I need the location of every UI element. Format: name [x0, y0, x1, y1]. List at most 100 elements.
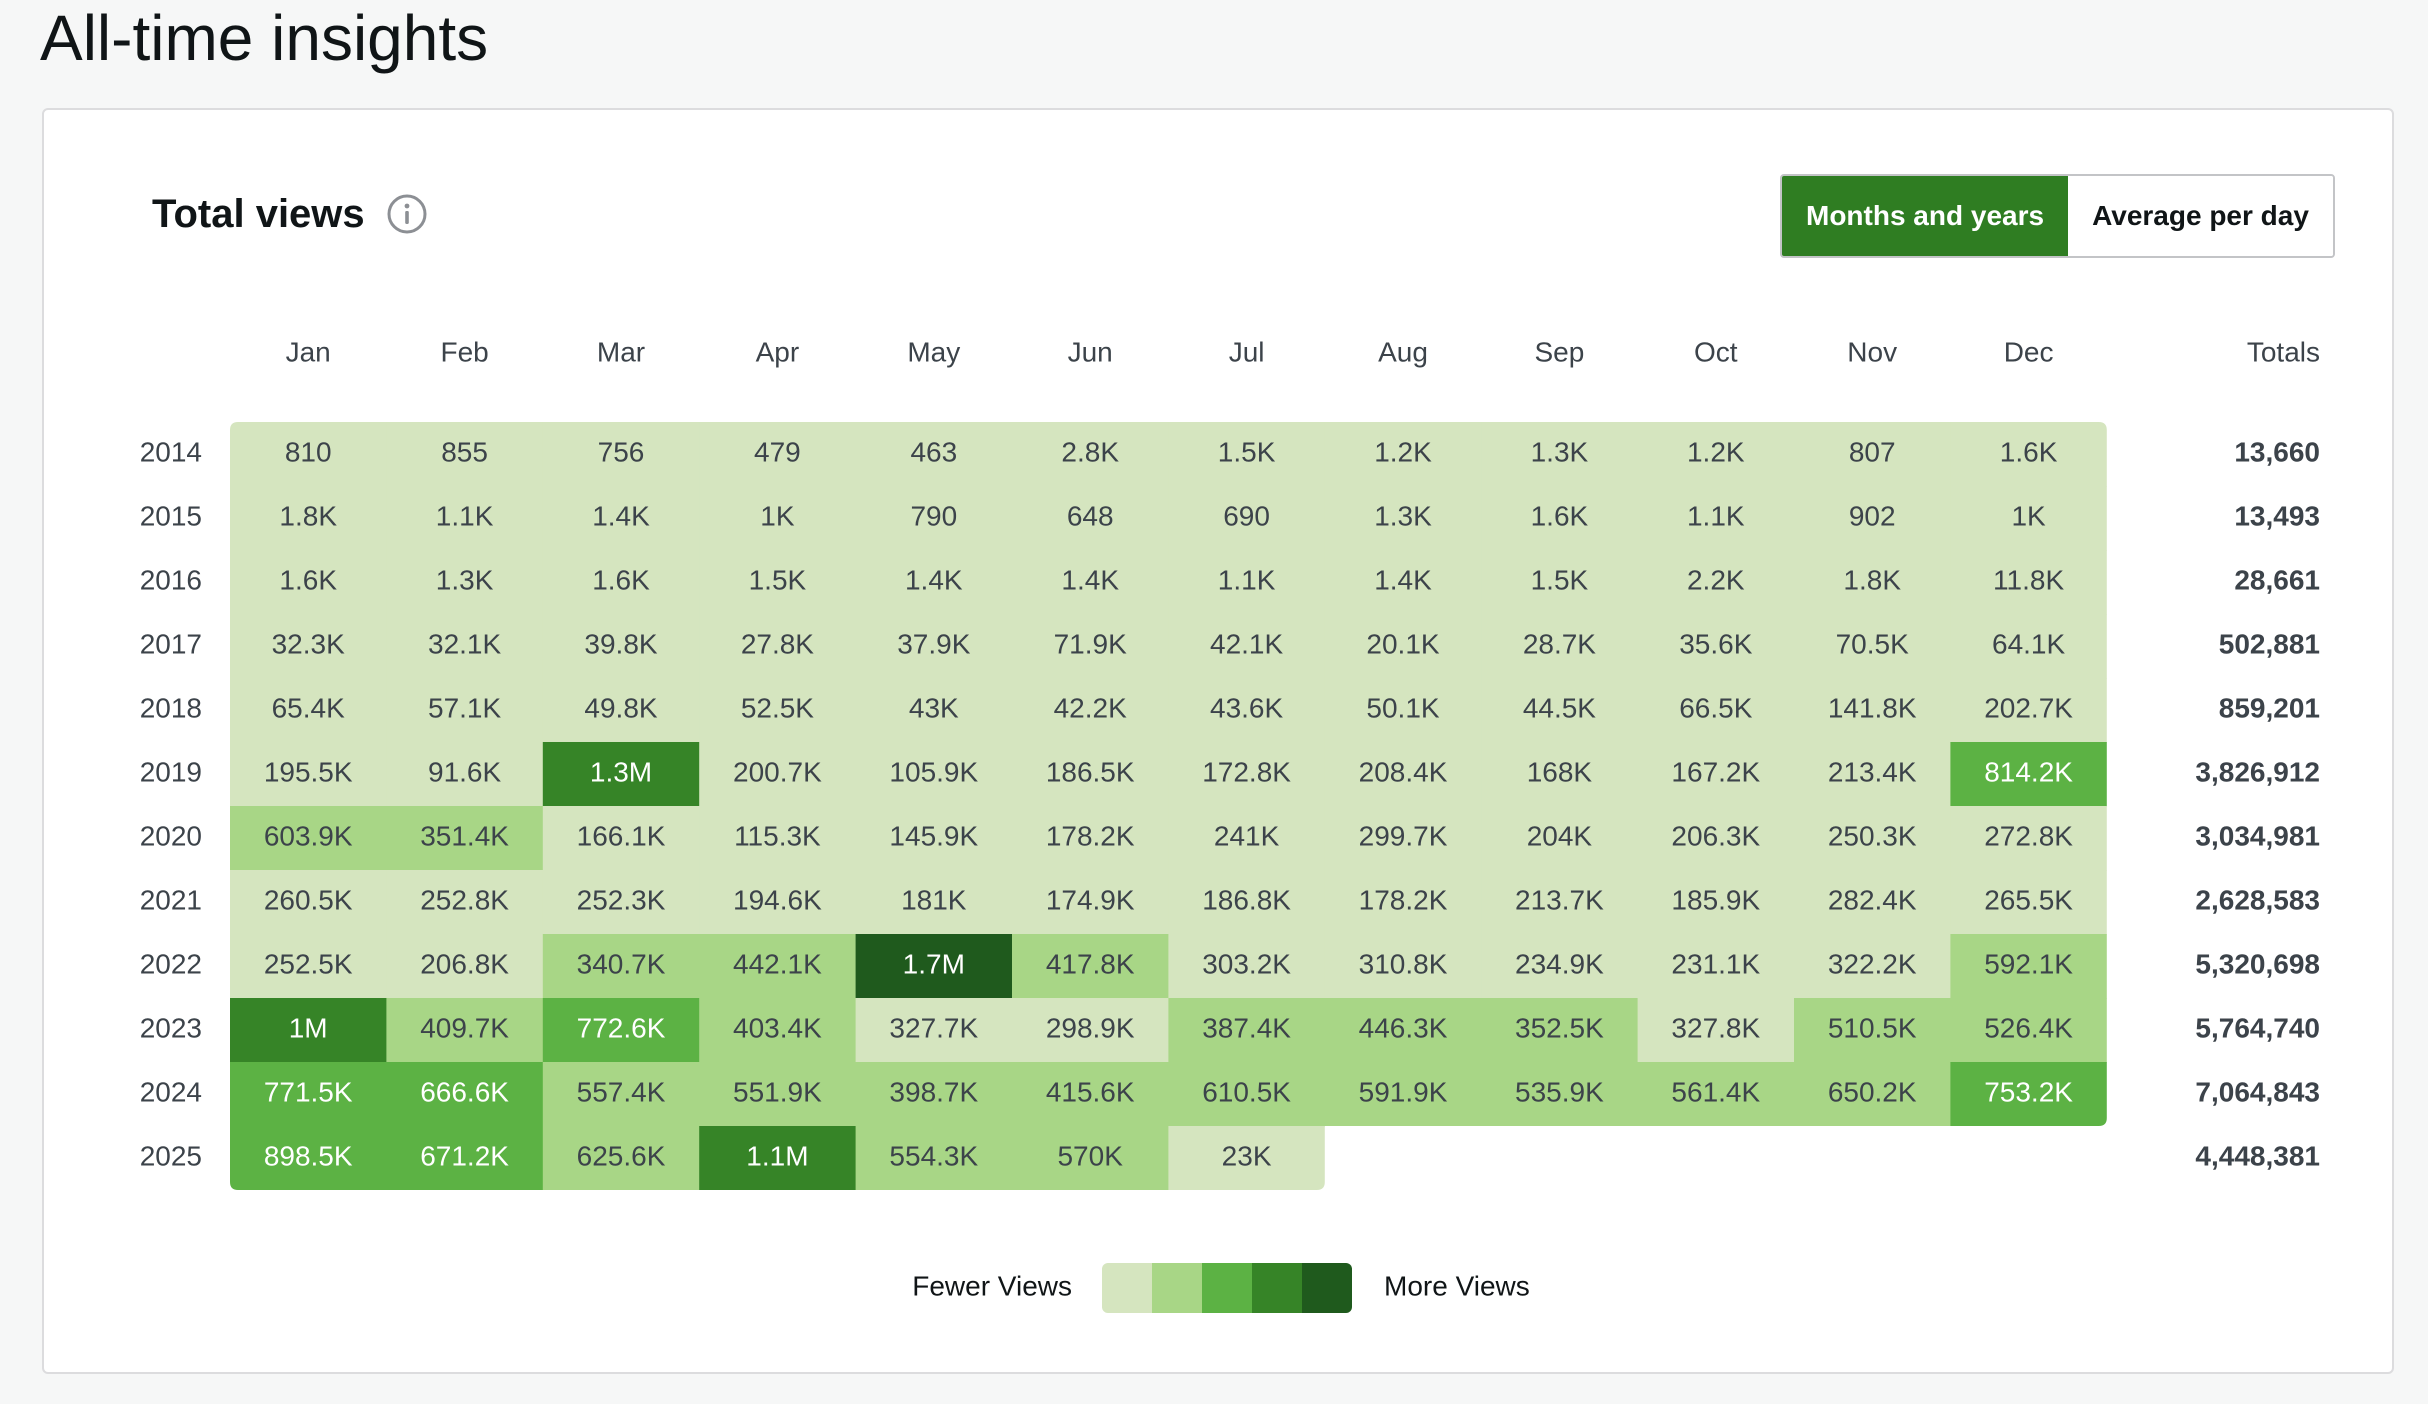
cell-value: 403.4K [733, 1012, 822, 1043]
heatmap-cell [1637, 486, 1795, 551]
cell-value: 772.6K [577, 1012, 666, 1043]
cell-value: 902 [1849, 500, 1896, 531]
cell-value: 141.8K [1828, 692, 1917, 723]
average-per-day-button[interactable]: Average per day [2068, 176, 2333, 256]
heatmap-cell [855, 1126, 1013, 1190]
row-total: 28,661 [2234, 564, 2320, 595]
heatmap-cell [1324, 614, 1482, 679]
year-label: 2017 [140, 628, 202, 659]
heatmap-cell [1637, 550, 1795, 615]
cell-value: 298.9K [1046, 1012, 1135, 1043]
legend-low-label: Fewer Views [912, 1270, 1072, 1301]
heatmap-cell [699, 422, 857, 487]
heatmap-cell [1481, 614, 1639, 679]
row-total: 13,493 [2234, 500, 2320, 531]
heatmap-cell [1950, 678, 2107, 743]
heatmap-grid [230, 422, 2107, 1190]
heatmap-cell [386, 934, 544, 999]
cell-value: 52.5K [741, 692, 814, 723]
cell-value: 442.1K [733, 948, 822, 979]
heatmap-cell [855, 422, 1013, 487]
cell-value: 1.7M [903, 948, 965, 979]
heatmap-cell [542, 678, 700, 743]
heatmap-cell [1637, 806, 1795, 871]
heatmap-cell [1168, 614, 1326, 679]
legend-swatch [1252, 1263, 1303, 1313]
cell-value: 610.5K [1202, 1076, 1291, 1107]
cell-value: 208.4K [1359, 756, 1448, 787]
legend-swatch [1152, 1263, 1203, 1313]
cell-value: 213.4K [1828, 756, 1917, 787]
cell-value: 753.2K [1984, 1076, 2073, 1107]
cell-value: 241K [1214, 820, 1280, 851]
cell-value: 252.5K [264, 948, 353, 979]
cell-value: 174.9K [1046, 884, 1135, 915]
cell-value: 1.8K [279, 500, 337, 531]
heatmap-cell [1012, 742, 1169, 807]
month-header: Oct [1694, 336, 1738, 367]
year-label: 2014 [140, 436, 202, 467]
heatmap-cell [1012, 486, 1169, 551]
heatmap-cell [542, 806, 700, 871]
month-header: Aug [1378, 336, 1428, 367]
heatmap-cell [1794, 486, 1951, 551]
cell-value: 1.4K [1061, 564, 1119, 595]
cell-value: 91.6K [428, 756, 501, 787]
cell-value: 1.1M [746, 1140, 808, 1171]
heatmap-cell [1012, 934, 1169, 999]
month-header: Jan [286, 336, 331, 367]
cell-value: 39.8K [584, 628, 657, 659]
cell-value: 1.6K [279, 564, 337, 595]
heatmap-cell [1637, 614, 1795, 679]
heatmap-cell [1794, 1062, 1951, 1127]
month-header: Apr [756, 336, 800, 367]
month-header: Sep [1534, 336, 1584, 367]
year-label: 2024 [140, 1076, 202, 1107]
cell-value: 49.8K [584, 692, 657, 723]
cell-value: 204K [1527, 820, 1593, 851]
heatmap-cell [1168, 550, 1326, 615]
year-label: 2019 [140, 756, 202, 787]
heatmap-cell [230, 1062, 387, 1127]
heatmap-cell [699, 678, 857, 743]
months-and-years-button[interactable]: Months and years [1782, 176, 2069, 256]
heatmap-cell [1794, 678, 1951, 743]
heatmap-cell [1168, 486, 1326, 551]
totals-header: Totals [2247, 336, 2320, 367]
cell-value: 44.5K [1523, 692, 1596, 723]
cell-value: 1.1K [436, 500, 494, 531]
heatmap-cell [230, 678, 387, 743]
heatmap-cell [1324, 870, 1482, 935]
cell-value: 387.4K [1202, 1012, 1291, 1043]
cell-value: 807 [1849, 436, 1896, 467]
heatmap-cell [855, 678, 1013, 743]
cell-value: 167.2K [1671, 756, 1760, 787]
heatmap-cell [1950, 870, 2107, 935]
heatmap-cell [1637, 742, 1795, 807]
heatmap-cell [1168, 870, 1326, 935]
heatmap-cell [542, 742, 700, 807]
cell-value: 37.9K [897, 628, 970, 659]
cell-value: 43.6K [1210, 692, 1283, 723]
cell-value: 206.3K [1671, 820, 1760, 851]
row-total: 2,628,583 [2195, 884, 2320, 915]
cell-value: 756 [598, 436, 645, 467]
cell-value: 65.4K [272, 692, 345, 723]
heatmap-cell [1324, 806, 1482, 871]
cell-value: 561.4K [1671, 1076, 1760, 1107]
heatmap-cell [1324, 422, 1482, 487]
heatmap-cell [230, 486, 387, 551]
info-icon[interactable] [387, 194, 427, 234]
year-label: 2015 [140, 500, 202, 531]
heatmap-cell [1950, 742, 2107, 807]
cell-value: 1K [760, 500, 795, 531]
heatmap-cell [1481, 806, 1639, 871]
cell-value: 20.1K [1366, 628, 1439, 659]
heatmap-cell [1012, 422, 1169, 487]
cell-value: 1.1K [1687, 500, 1745, 531]
cell-value: 1.4K [905, 564, 963, 595]
cell-value: 66.5K [1679, 692, 1752, 723]
cell-value: 178.2K [1359, 884, 1448, 915]
heatmap-cell [386, 678, 544, 743]
view-mode-toggle: Months and years Average per day [1780, 174, 2335, 258]
